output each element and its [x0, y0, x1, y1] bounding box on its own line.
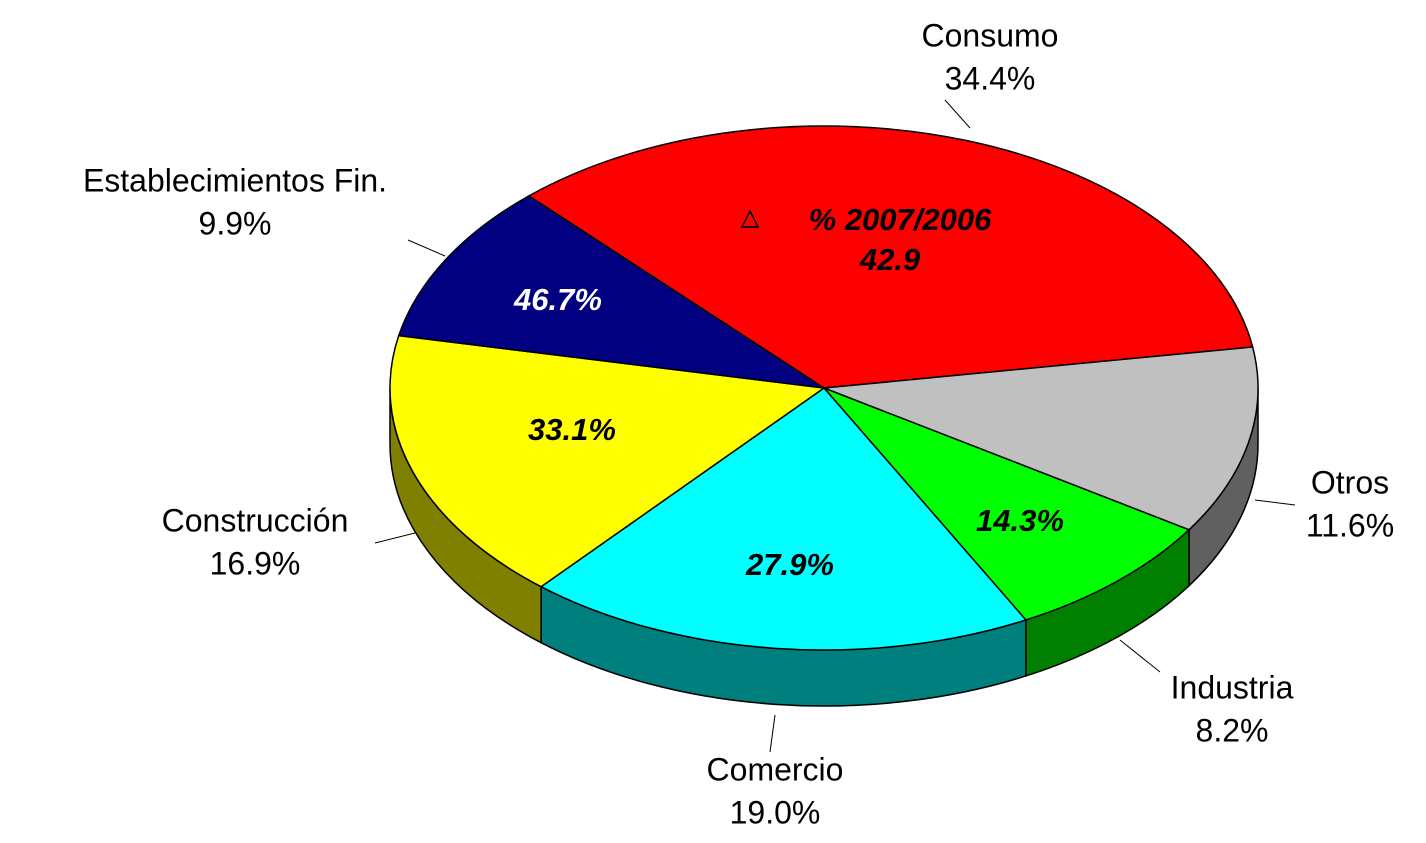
category-label: Industria: [1171, 669, 1294, 705]
leader-line: [769, 714, 776, 753]
category-label: Otros: [1311, 464, 1389, 500]
growth-label: 33.1%: [528, 412, 616, 447]
value-label: 19.0%: [730, 794, 821, 830]
category-label: Consumo: [922, 17, 1059, 53]
delta-symbol: [740, 209, 760, 228]
category-label: Establecimientos Fin.: [83, 162, 387, 198]
slice: [397, 195, 825, 389]
category-label: Construcción: [162, 502, 349, 538]
growth-label: 46.7%: [513, 282, 602, 317]
slice: [539, 386, 1028, 651]
slice: [823, 387, 1191, 621]
growth-label: 14.3%: [976, 503, 1064, 538]
leader-line: [1119, 639, 1161, 673]
value-label: 8.2%: [1196, 712, 1269, 748]
growth-label: 42.9: [859, 242, 921, 277]
growth-label: 27.9%: [745, 547, 834, 582]
leader-line: [374, 532, 416, 544]
leader-line: [944, 99, 971, 129]
value-label: 16.9%: [210, 545, 301, 581]
value-label: 11.6%: [1306, 507, 1394, 543]
value-label: 34.4%: [945, 60, 1036, 96]
category-label: Comercio: [707, 751, 844, 787]
annotation: % 2007/2006: [809, 202, 992, 237]
slice: [823, 346, 1259, 531]
slice: [389, 334, 827, 588]
value-label: 9.9%: [199, 205, 272, 241]
slice: [527, 125, 1254, 389]
leader-line: [1254, 499, 1296, 506]
leader-line: [407, 239, 446, 257]
